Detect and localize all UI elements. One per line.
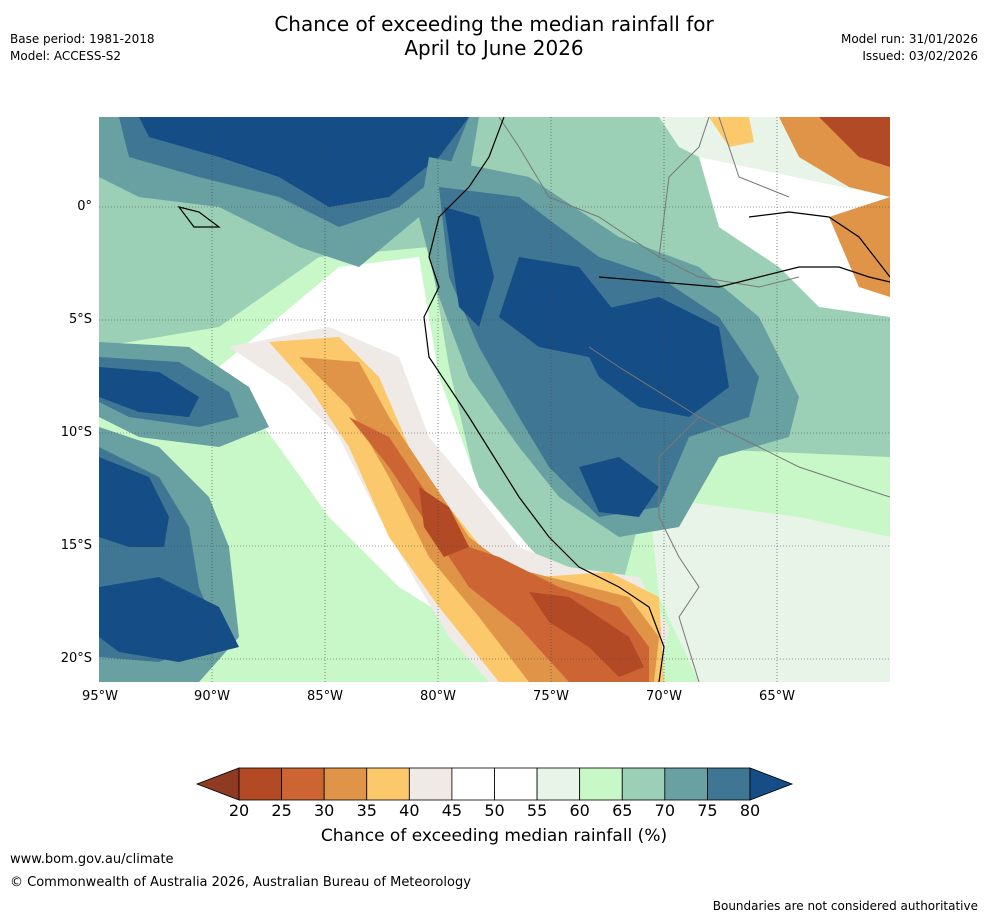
title-line-1: Chance of exceeding the median rainfall … <box>274 12 714 36</box>
colorbar-tick-label: 50 <box>484 801 505 820</box>
model-run-text: Model run: 31/01/2026 <box>840 32 978 46</box>
colorbar-segment <box>281 767 325 801</box>
colorbar-tick-label: 40 <box>399 801 420 820</box>
colorbar-tick-label: 20 <box>228 801 250 820</box>
rainfall-map <box>99 117 890 682</box>
issued-text: Issued: 03/02/2026 <box>862 49 978 63</box>
colorbar-segment <box>366 767 410 801</box>
colorbar-tick-label: 60 <box>569 801 590 820</box>
graticule <box>99 117 890 682</box>
lon-tick-70w: 70°W <box>646 689 682 704</box>
colorbar-segment <box>238 767 282 801</box>
title-line-2: April to June 2026 <box>404 36 584 60</box>
colorbar-tick-label: 35 <box>356 801 377 820</box>
region-darkblue-inland2 <box>569 297 729 417</box>
colorbar-tick-label: 75 <box>697 801 718 820</box>
colorbar-segment <box>494 767 538 801</box>
colorbar-segment <box>664 767 708 801</box>
country-borders <box>498 117 890 682</box>
lon-tick-90w: 90°W <box>194 689 230 704</box>
colorbar-segment <box>621 767 666 801</box>
colorbar-tick-label: 65 <box>612 801 633 820</box>
region-20-band1 <box>419 487 469 557</box>
colorbar-tick-label: 80 <box>739 801 761 820</box>
map-title: Chance of exceeding the median rainfall … <box>0 12 988 60</box>
lat-tick-20s: 20°S <box>60 651 92 666</box>
model-text: Model: ACCESS-S2 <box>10 49 122 63</box>
region-darkblue-w1 <box>99 367 199 417</box>
region-darkblue-nw <box>139 117 469 207</box>
colorbar-arrow-high <box>749 767 794 801</box>
lat-tick-0: 0° <box>77 199 92 214</box>
colorbar-segment <box>536 767 581 801</box>
colorbar-title: Chance of exceeding median rainfall (%) <box>320 826 668 846</box>
coastlines <box>177 117 890 682</box>
colorbar-segment <box>579 767 623 801</box>
colorbar-tick-label: 70 <box>654 801 675 820</box>
colorbar-segment <box>451 767 495 801</box>
website-text: www.bom.gov.au/climate <box>10 852 174 867</box>
colorbar-segment <box>323 767 368 801</box>
colorbar-segment <box>408 767 453 801</box>
colorbar-segment <box>707 767 751 801</box>
colorbar <box>195 767 794 801</box>
metadata-right: Model run: 31/01/2026 Issued: 03/02/2026 <box>841 31 978 65</box>
copyright-text: © Commonwealth of Australia 2026, Austra… <box>10 875 471 890</box>
rainfall-map-svg <box>99 117 890 682</box>
region-dry-e <box>829 197 890 297</box>
colorbar-tick-label: 30 <box>313 801 335 820</box>
lon-tick-85w: 85°W <box>307 689 343 704</box>
lon-tick-95w: 95°W <box>82 689 118 704</box>
colorbar-arrow-low <box>195 767 240 801</box>
colorbar-tick-label: 55 <box>526 801 548 820</box>
region-white-ne <box>699 157 890 317</box>
metadata-left: Base period: 1981-2018 Model: ACCESS-S2 <box>10 31 155 65</box>
lat-tick-5s: 5°S <box>68 312 92 327</box>
region-light-se <box>649 497 890 682</box>
lon-tick-65w: 65°W <box>759 689 795 704</box>
lat-tick-10s: 10°S <box>60 425 92 440</box>
region-darkblue-inland3 <box>579 457 659 517</box>
region-darkblue-w2 <box>99 457 169 547</box>
lat-tick-15s: 15°S <box>60 538 92 553</box>
base-period-text: Base period: 1981-2018 <box>10 32 155 46</box>
disclaimer-text: Boundaries are not considered authoritat… <box>712 899 978 913</box>
lon-tick-75w: 75°W <box>533 689 569 704</box>
lon-tick-80w: 80°W <box>420 689 456 704</box>
region-verydry-ne <box>819 117 890 167</box>
region-darkblue-coast <box>444 207 494 327</box>
colorbar-tick-label: 25 <box>271 801 292 820</box>
colorbar-tick-label: 45 <box>441 801 463 820</box>
region-20-band2 <box>529 592 644 677</box>
region-darkblue-w3 <box>99 577 239 662</box>
region-dry-n <box>709 117 754 147</box>
